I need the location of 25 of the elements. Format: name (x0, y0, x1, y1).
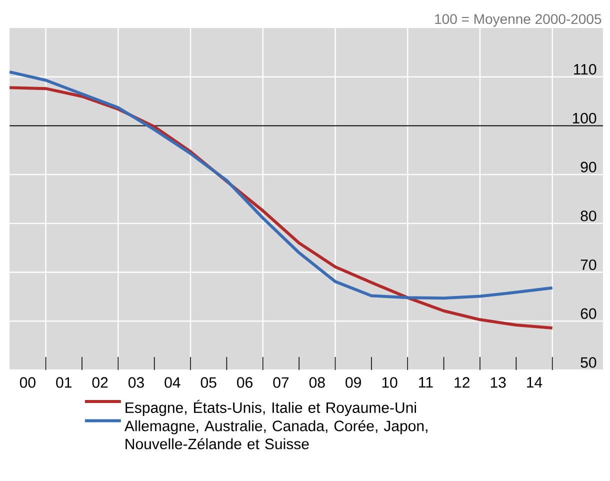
x-tick-label: 04 (164, 377, 180, 388)
x-tick-label: 13 (490, 377, 506, 388)
x-tick-label: 05 (200, 377, 216, 388)
x-tick-label: 10 (382, 377, 398, 388)
x-tick-label: 12 (454, 377, 470, 388)
y-tick-label: 60 (580, 308, 596, 319)
y-tick-label: 70 (580, 259, 596, 270)
x-tick-label: 06 (237, 377, 252, 388)
x-tick-label: 14 (527, 377, 542, 388)
legend-label: Espagne, États-Unis, Italie et Royaume-Uni (126, 400, 416, 416)
y-tick-label: 80 (580, 210, 596, 222)
x-tick-label: 09 (346, 377, 361, 388)
x-tick-label: 01 (56, 377, 72, 388)
x-tick-label: 03 (128, 377, 144, 388)
x-tick-label: 07 (273, 377, 289, 388)
x-tick-label: 00 (20, 377, 36, 388)
x-tick-label: 11 (419, 377, 433, 388)
x-tick-label: 02 (92, 377, 108, 388)
y-tick-label: 100 (572, 112, 596, 124)
y-tick-label: 110 (574, 64, 596, 75)
y-tick-label: 50 (580, 357, 596, 368)
x-tick-label: 08 (309, 377, 325, 388)
legend-label: Allemagne, Australie, Canada, Corée, Japon, Nouvelle-Zélande et Suisse (124, 420, 428, 450)
y-tick-label: 90 (580, 162, 596, 172)
text: 100 = Moyenne 2000-2005 (435, 14, 602, 27)
